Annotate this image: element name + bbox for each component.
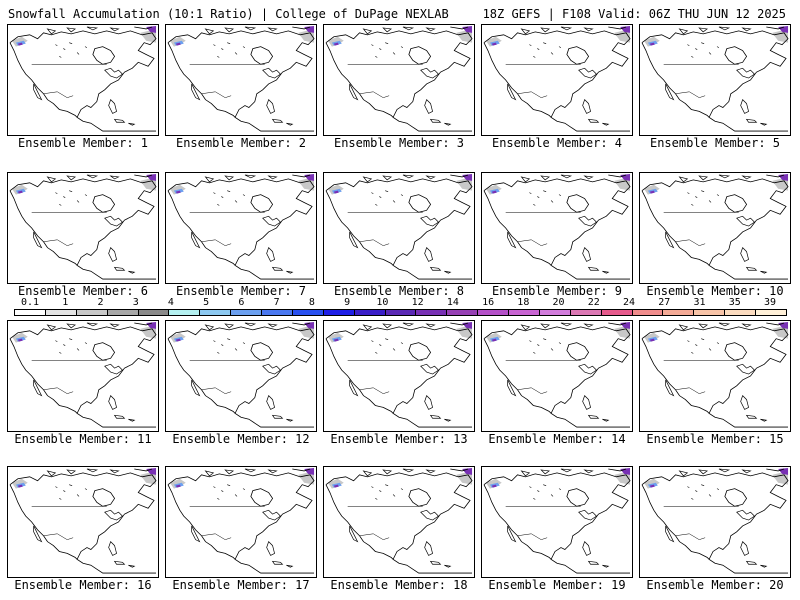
colorbar-swatch xyxy=(199,309,232,316)
colorbar-swatch xyxy=(137,309,170,316)
colorbar-swatch xyxy=(508,309,540,316)
ensemble-member-map xyxy=(323,320,475,432)
snowfall-colorbar: 0.1 1 2 3 4 5 6 7 8 9 10 12 14 16 18 20 22 24 27 31 35 39 xyxy=(14,297,787,319)
colorbar-tick-label: 31 xyxy=(693,297,706,308)
colorbar-tick-label: 6 xyxy=(238,297,245,308)
ensemble-member-label: Ensemble Member: 8 xyxy=(333,284,465,298)
colorbar-swatch xyxy=(322,309,355,316)
colorbar-swatch xyxy=(693,309,726,316)
ensemble-member-label: Ensemble Member: 14 xyxy=(488,432,626,446)
colorbar-tick-label: 35 xyxy=(728,297,741,308)
colorbar-swatch xyxy=(384,309,417,316)
colorbar-tick-label: 18 xyxy=(517,297,530,308)
colorbar-swatch xyxy=(230,309,263,316)
ensemble-member-label: Ensemble Member: 4 xyxy=(491,136,623,150)
ensemble-member-map xyxy=(7,320,159,432)
colorbar-swatch xyxy=(44,309,77,316)
ensemble-member-map xyxy=(481,172,633,284)
ensemble-member-map xyxy=(481,466,633,578)
ensemble-member-label: Ensemble Member: 16 xyxy=(14,578,152,592)
ensemble-member-map xyxy=(7,466,159,578)
colorbar-swatch xyxy=(291,309,324,316)
ensemble-member-label: Ensemble Member: 13 xyxy=(330,432,468,446)
ensemble-member-label: Ensemble Member: 15 xyxy=(646,432,784,446)
ensemble-member-label: Ensemble Member: 9 xyxy=(491,284,623,298)
ensemble-member-label: Ensemble Member: 18 xyxy=(330,578,468,592)
ensemble-member-map xyxy=(323,24,475,136)
ensemble-member-map xyxy=(165,172,317,284)
ensemble-member-map xyxy=(7,24,159,136)
ensemble-member-label: Ensemble Member: 7 xyxy=(175,284,307,298)
colorbar-tick-label: 7 xyxy=(273,297,280,308)
colorbar-tick-label: 3 xyxy=(132,297,139,308)
colorbar-swatch xyxy=(14,309,46,316)
colorbar-swatch xyxy=(106,309,139,316)
colorbar-swatch xyxy=(662,309,695,316)
colorbar-tick-label: 39 xyxy=(763,297,777,308)
ensemble-member-label: Ensemble Member: 3 xyxy=(333,136,465,150)
ensemble-member-map xyxy=(639,24,791,136)
ensemble-member-map xyxy=(639,466,791,578)
ensemble-member-map xyxy=(165,320,317,432)
colorbar-tick-label: 2 xyxy=(97,297,104,308)
colorbar-tick-label: 27 xyxy=(658,297,671,308)
ensemble-member-map xyxy=(323,172,475,284)
ensemble-member-label: Ensemble Member: 1 xyxy=(17,136,149,150)
ensemble-member-map xyxy=(481,24,633,136)
colorbar-swatch xyxy=(538,309,571,316)
colorbar-tick-label: 9 xyxy=(344,297,351,308)
colorbar-swatch xyxy=(353,309,386,316)
ensemble-member-map xyxy=(165,24,317,136)
colorbar-swatch xyxy=(755,309,787,316)
colorbar-swatch xyxy=(724,309,757,316)
ensemble-member-label: Ensemble Member: 20 xyxy=(646,578,784,592)
ensemble-member-label: Ensemble Member: 17 xyxy=(172,578,310,592)
colorbar-swatch xyxy=(75,309,108,316)
colorbar-tick-label: 5 xyxy=(203,297,210,308)
ensemble-member-label: Ensemble Member: 2 xyxy=(175,136,307,150)
colorbar-swatch xyxy=(600,309,633,316)
colorbar-swatch xyxy=(477,309,510,316)
colorbar-swatch xyxy=(168,309,201,316)
colorbar-tick-label: 24 xyxy=(623,297,636,308)
ensemble-member-label: Ensemble Member: 6 xyxy=(17,284,149,298)
colorbar-tick-label: 16 xyxy=(482,297,495,308)
colorbar-swatch xyxy=(415,309,448,316)
valid-time-label: 18Z GEFS | F108 Valid: 06Z THU JUN 12 20… xyxy=(482,7,786,21)
map-title: Snowfall Accumulation (10:1 Ratio) | Col… xyxy=(8,7,449,21)
colorbar-tick-label: 12 xyxy=(411,297,424,308)
colorbar-swatch xyxy=(446,309,479,316)
colorbar-swatch xyxy=(631,309,664,316)
ensemble-member-label: Ensemble Member: 19 xyxy=(488,578,626,592)
colorbar-tick-label: 10 xyxy=(376,297,389,308)
ensemble-member-label: Ensemble Member: 11 xyxy=(14,432,152,446)
ensemble-member-label: Ensemble Member: 5 xyxy=(649,136,781,150)
ensemble-member-map xyxy=(323,466,475,578)
ensemble-member-label: Ensemble Member: 10 xyxy=(646,284,784,298)
colorbar-tick-label: 22 xyxy=(587,297,600,308)
ensemble-member-map xyxy=(639,172,791,284)
ensemble-member-map xyxy=(481,320,633,432)
colorbar-tick-label: 20 xyxy=(552,297,565,308)
ensemble-member-map xyxy=(165,466,317,578)
ensemble-member-map xyxy=(639,320,791,432)
colorbar-tick-label: 8 xyxy=(308,297,315,308)
colorbar-tick-label: 0.1 xyxy=(20,297,40,308)
ensemble-member-map xyxy=(7,172,159,284)
colorbar-swatch xyxy=(569,309,602,316)
colorbar-tick-label: 14 xyxy=(446,297,459,308)
ensemble-member-label: Ensemble Member: 12 xyxy=(172,432,310,446)
colorbar-tick-label: 4 xyxy=(167,297,174,308)
colorbar-tick-label: 1 xyxy=(62,297,69,308)
colorbar-swatch xyxy=(261,309,293,316)
